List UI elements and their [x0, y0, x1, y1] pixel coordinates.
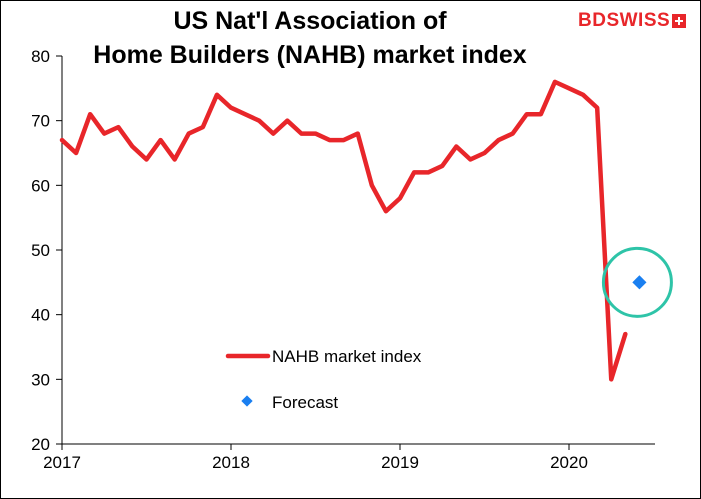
y-tick-label: 80	[31, 47, 50, 66]
y-tick-label: 50	[31, 241, 50, 260]
y-tick-label: 60	[31, 176, 50, 195]
y-tick-label: 40	[31, 306, 50, 325]
chart-title-line-2: Home Builders (NAHB) market index	[93, 41, 527, 69]
y-tick-label: 20	[31, 435, 50, 454]
y-tick-label: 30	[31, 370, 50, 389]
nahb-index-line	[59, 79, 628, 382]
legend-label-forecast: Forecast	[272, 393, 338, 412]
x-tick-label: 2018	[212, 453, 250, 472]
legend-label-nahb: NAHB market index	[272, 347, 422, 366]
forecast-point	[632, 275, 647, 290]
x-tick-label: 2017	[43, 453, 81, 472]
swiss-cross-icon	[672, 14, 687, 28]
bdswiss-logo: BDSWISS	[578, 10, 687, 32]
forecast-highlight-circle	[601, 246, 673, 318]
logo-text: BDSWISS	[578, 10, 671, 31]
y-tick-label: 70	[31, 112, 50, 131]
chart-title-line-1: US Nat'l Association of	[173, 7, 447, 35]
legend-forecast-swatch	[241, 395, 253, 407]
x-tick-label: 2020	[550, 453, 588, 472]
x-tick-label: 2019	[381, 453, 419, 472]
